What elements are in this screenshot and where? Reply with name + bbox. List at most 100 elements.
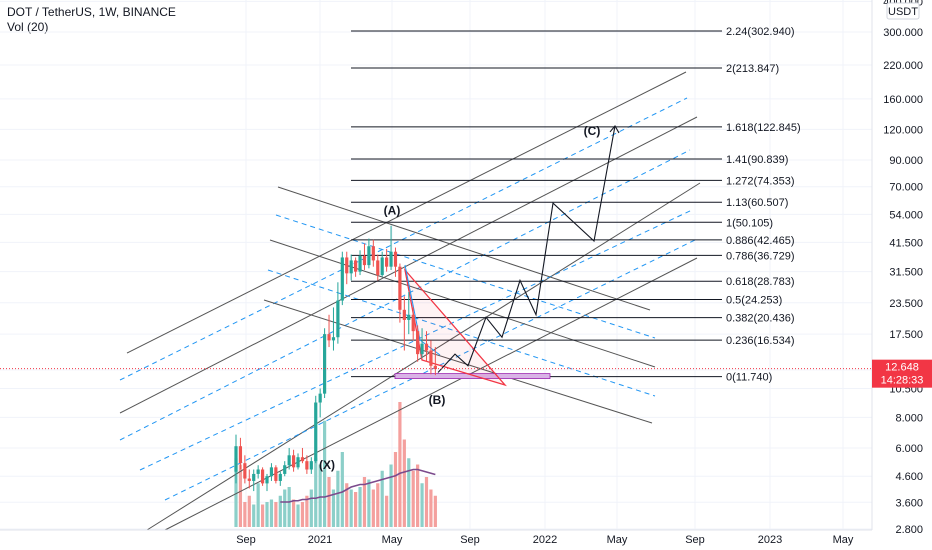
wedge-drawing [403, 264, 507, 387]
fib-level-label: 1.618(122.845) [726, 122, 801, 134]
volume-bars [234, 402, 437, 527]
volume-bar [314, 458, 318, 527]
fib-level-label: 2.24(302.940) [726, 26, 795, 38]
volume-bar [265, 502, 269, 527]
channel-line-dashed [119, 149, 691, 441]
candle-body [362, 255, 367, 266]
volume-bar [411, 470, 415, 527]
candle-body [256, 469, 260, 474]
fib-level-label: 1.41(90.839) [726, 154, 788, 166]
wave-label: (X) [319, 458, 335, 472]
volume-bar [318, 464, 322, 527]
candle-body [300, 457, 305, 462]
bar-countdown: 14:28:33 [881, 375, 924, 387]
volume-bar [336, 470, 340, 527]
time-tick: Sep [236, 534, 256, 546]
volume-bar [354, 492, 358, 527]
volume-bar [367, 479, 371, 527]
candle-body [247, 478, 251, 481]
volume-bar [256, 483, 260, 527]
price-tick: 17.500 [889, 329, 923, 341]
wave-subpath [404, 264, 441, 356]
volume-bar [402, 439, 406, 527]
candle-body [376, 260, 380, 276]
volume-bar [429, 489, 433, 527]
price-axis[interactable]: 400.000300.000220.000160.000120.00090.00… [871, 0, 932, 536]
price-tick: 160.000 [883, 94, 923, 106]
volume-bar [433, 495, 437, 527]
volume-bar [247, 495, 251, 527]
wave-label: (A) [384, 203, 401, 217]
volume-bar [238, 464, 243, 527]
fib-level-label: 0.786(36.729) [726, 250, 795, 262]
price-tick: 120.000 [883, 124, 923, 136]
channel-line [269, 239, 656, 368]
candle-body [411, 314, 415, 332]
currency-badge[interactable] [886, 2, 920, 20]
volume-bar [416, 464, 420, 527]
projection-path [437, 124, 620, 373]
candle-body [402, 309, 406, 320]
channel-line [146, 182, 701, 531]
time-tick: 2022 [533, 534, 557, 546]
volume-bar [296, 504, 300, 527]
time-tick: May [382, 534, 403, 546]
volume-bar [327, 477, 331, 527]
time-tick: 2021 [308, 534, 332, 546]
candle-body [238, 446, 243, 464]
fib-level-label: 1.13(60.507) [726, 197, 788, 209]
channel-line-dashed [119, 97, 688, 381]
volume-bar [398, 402, 402, 527]
price-tick: 2.800 [895, 524, 923, 536]
price-tick: 6.000 [895, 443, 923, 455]
price-tick: 31.500 [889, 267, 923, 279]
volume-bar [283, 489, 287, 527]
volume-bar [278, 495, 282, 527]
candle-body [269, 467, 274, 477]
channel-line [277, 186, 651, 311]
volume-bar [345, 483, 349, 527]
volume-bar [243, 502, 247, 527]
fib-level-label: 2(213.847) [726, 63, 779, 75]
candle-body [336, 300, 340, 338]
volume-bar [420, 483, 424, 527]
candle-body [354, 260, 358, 272]
candle-body [345, 257, 349, 274]
candle-body [318, 393, 322, 403]
fib-extension: 2.24(302.940) 2(213.847) 1.618(122.845) 1.4… [351, 26, 801, 384]
volume-bar [291, 499, 296, 527]
candle-body [274, 467, 278, 481]
volume-indicator-label: Vol (20) [7, 20, 49, 34]
volume-bar [385, 495, 389, 527]
candle-body [393, 251, 398, 267]
candle-body [389, 251, 393, 267]
candle-body [327, 334, 331, 341]
price-tick: 23.500 [889, 298, 923, 310]
candle-body [265, 476, 269, 484]
chart-title: DOT / TetherUS, 1W, BINANCE [7, 5, 176, 19]
time-axis[interactable]: Sep 2021 May Sep 2022 May Sep 2023 May [0, 529, 872, 546]
fib-level-label: 1.272(74.353) [726, 175, 795, 187]
candle-body [420, 343, 424, 355]
channel-line [126, 71, 687, 354]
wave-labels: (A) (B) (X) (C) [319, 124, 600, 472]
time-tick: May [833, 534, 854, 546]
volume-bar [234, 458, 238, 527]
grid [0, 0, 872, 530]
fib-level-label: 0.618(28.783) [726, 276, 795, 288]
volume-bar [424, 477, 429, 527]
volume-bar [393, 452, 398, 527]
candle-body [340, 257, 344, 301]
price-tick: 41.500 [889, 237, 923, 249]
volume-bar [252, 504, 256, 527]
wave-label: (C) [584, 124, 601, 138]
time-axis-ticks: Sep 2021 May Sep 2022 May Sep 2023 May [236, 534, 854, 546]
support-zone [394, 373, 551, 379]
volume-bar [349, 489, 353, 527]
candle-body [314, 402, 318, 462]
candle-body [429, 350, 433, 366]
wedge-triangle [403, 267, 507, 387]
volume-bar [331, 489, 336, 527]
price-tick: 70.000 [889, 182, 923, 194]
